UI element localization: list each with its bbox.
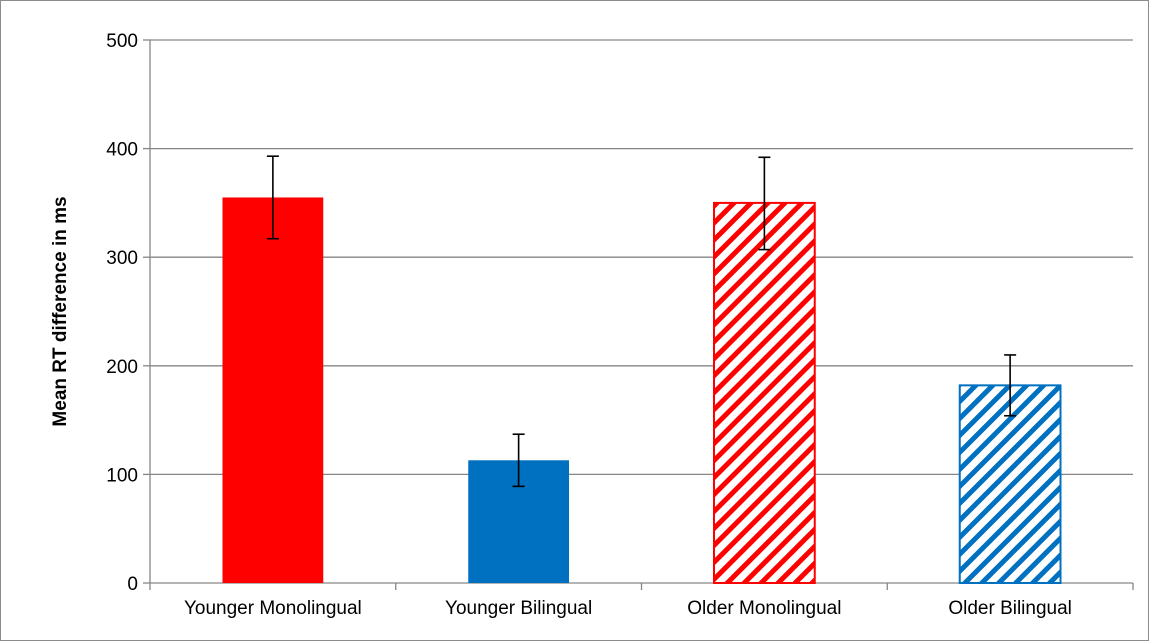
bar-3: [712, 201, 816, 584]
labels: Mean RT difference in ms 0 100 200 300 400 50…: [50, 31, 1072, 619]
bars: [222, 197, 1062, 584]
x-tick-label-2: Younger Bilingual: [445, 598, 592, 619]
y-axis-title: Mean RT difference in ms: [50, 196, 71, 426]
x-tick-label-4: Older Bilingual: [948, 598, 1072, 619]
x-tick-label-3: Older Monolingual: [687, 598, 841, 619]
y-tick-label-300: 300: [106, 248, 138, 269]
bar-1: [222, 197, 324, 583]
x-tick-label-1: Younger Monolingual: [184, 598, 362, 619]
y-tick-label-500: 500: [106, 31, 138, 52]
error-bars: [266, 155, 1017, 488]
y-tick-label-100: 100: [106, 465, 138, 486]
bar-4: [958, 384, 1062, 584]
y-tick-label-0: 0: [127, 574, 138, 595]
y-tick-label-400: 400: [106, 140, 138, 161]
y-tick-label-200: 200: [106, 357, 138, 378]
